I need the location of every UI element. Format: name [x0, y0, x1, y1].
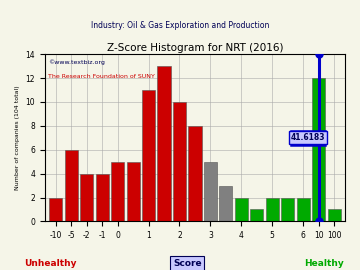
Bar — [250, 210, 264, 221]
Title: Z-Score Histogram for NRT (2016): Z-Score Histogram for NRT (2016) — [107, 43, 283, 53]
Bar — [204, 162, 217, 221]
Bar — [266, 198, 279, 221]
Bar — [173, 102, 186, 221]
Text: The Research Foundation of SUNY: The Research Foundation of SUNY — [48, 75, 155, 79]
Bar — [219, 185, 233, 221]
Bar — [297, 198, 310, 221]
Bar — [328, 210, 341, 221]
Bar — [80, 174, 93, 221]
Bar — [142, 90, 155, 221]
Bar — [126, 162, 140, 221]
Text: 41.6183: 41.6183 — [291, 133, 325, 142]
Text: Industry: Oil & Gas Exploration and Production: Industry: Oil & Gas Exploration and Prod… — [91, 21, 269, 30]
Bar — [111, 162, 124, 221]
Bar — [188, 126, 202, 221]
Text: Unhealthy: Unhealthy — [24, 259, 77, 268]
Bar — [312, 78, 325, 221]
Bar — [157, 66, 171, 221]
Text: Score: Score — [173, 259, 202, 268]
Text: Healthy: Healthy — [304, 259, 344, 268]
Bar — [281, 198, 294, 221]
Text: ©www.textbiz.org: ©www.textbiz.org — [48, 59, 105, 65]
Bar — [65, 150, 78, 221]
Y-axis label: Number of companies (104 total): Number of companies (104 total) — [15, 86, 20, 190]
Bar — [95, 174, 109, 221]
Bar — [49, 198, 62, 221]
Bar — [235, 198, 248, 221]
